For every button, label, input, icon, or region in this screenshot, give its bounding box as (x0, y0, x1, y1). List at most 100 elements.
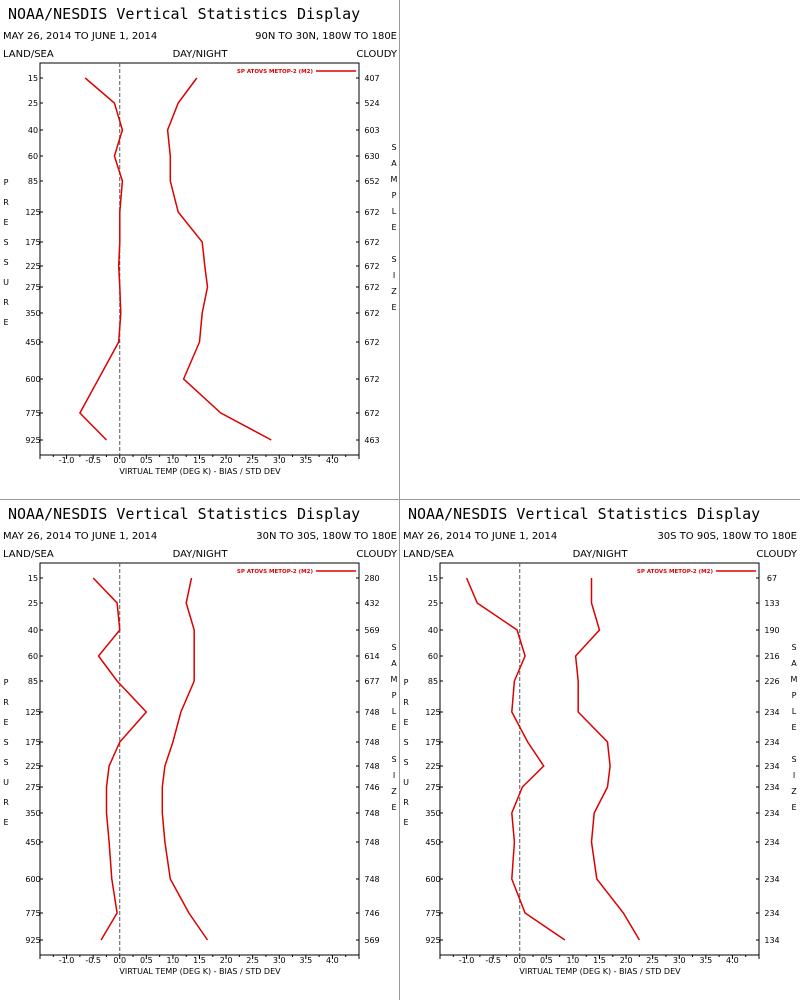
pressure-axis-letter: E (403, 718, 408, 727)
pressure-level-label: 60 (28, 652, 38, 661)
sample-size-label: 746 (364, 909, 379, 918)
pressure-axis-letter: P (4, 178, 9, 187)
chart-svg: NOAA/NESDIS Vertical Statistics Display M… (3, 5, 398, 476)
sample-size-label: 677 (364, 677, 379, 686)
sample-size-label: 603 (364, 126, 379, 135)
x-axis-label: VIRTUAL TEMP (DEG K) - BIAS / STD DEV (119, 967, 281, 976)
sample-axis-letter: L (392, 207, 397, 216)
sample-axis-letter: P (792, 691, 797, 700)
sample-size-label: 672 (364, 375, 379, 384)
pressure-level-label: 15 (28, 74, 38, 83)
sample-axis-letter: A (391, 159, 397, 168)
sample-size-label: 234 (764, 875, 779, 884)
sample-size-label: 133 (764, 599, 779, 608)
sample-axis-letter: E (791, 723, 796, 732)
pressure-level-label: 40 (28, 126, 38, 135)
x-tick-label: 1.5 (193, 456, 206, 465)
pressure-axis-letter: P (4, 678, 9, 687)
pressure-level-label: 350 (425, 809, 440, 818)
sample-size-label: 234 (764, 838, 779, 847)
pressure-level-label: 15 (428, 574, 438, 583)
sample-axis-letter: P (392, 191, 397, 200)
pressure-axis-letter: P (404, 678, 409, 687)
pressure-level-label: 225 (25, 762, 40, 771)
sample-axis-letter: L (792, 707, 797, 716)
x-tick-label: 3.5 (699, 956, 712, 965)
pressure-axis-letter: U (3, 778, 9, 787)
sample-size-label: 134 (764, 936, 779, 945)
cloudy-label: CLOUDY (756, 549, 798, 560)
pressure-level-label: 350 (25, 309, 40, 318)
pressure-axis-letter: S (3, 258, 8, 267)
legend-label: SP ATOVS METOP-2 (M2) (637, 569, 714, 575)
sample-size-label: 234 (764, 762, 779, 771)
sample-size-label: 234 (764, 909, 779, 918)
pressure-level-label: 60 (28, 152, 38, 161)
sample-size-label: 748 (364, 708, 379, 717)
plot-frame (39, 62, 360, 456)
pressure-level-label: 350 (25, 809, 40, 818)
cloudy-label: CLOUDY (356, 549, 398, 560)
pressure-axis-letter: R (3, 298, 9, 307)
region-label: 90N TO 30N, 180W TO 180E (255, 31, 397, 42)
sample-size-label: 630 (364, 152, 379, 161)
sample-axis-letter: M (391, 175, 398, 184)
sample-size-label: 226 (764, 677, 779, 686)
pressure-level-label: 600 (425, 875, 440, 884)
chart-title: NOAA/NESDIS Vertical Statistics Display (8, 5, 360, 23)
sample-size-label: 748 (364, 738, 379, 747)
sample-size-label: 748 (364, 809, 379, 818)
stats-panel-tropics: NOAA/NESDIS Vertical Statistics Display M… (0, 500, 400, 1000)
sample-axis-letter: E (391, 803, 396, 812)
series-line-std-dev (574, 578, 641, 941)
sample-size-label: 463 (364, 436, 379, 445)
x-tick-label: 0.5 (540, 956, 553, 965)
sample-axis-letter: I (393, 771, 395, 780)
pressure-axis-letter: E (3, 818, 8, 827)
pressure-level-label: 600 (25, 375, 40, 384)
cloudy-label: CLOUDY (356, 49, 398, 60)
sample-size-label: 234 (764, 708, 779, 717)
pressure-level-label: 175 (425, 738, 440, 747)
pressure-level-label: 85 (28, 177, 38, 186)
sample-axis-letter: A (391, 659, 397, 668)
pressure-axis-letter: R (403, 798, 409, 807)
legend-label: SP ATOVS METOP-2 (M2) (237, 69, 314, 75)
pressure-level-label: 775 (25, 909, 40, 918)
sample-axis-letter: M (391, 675, 398, 684)
sample-size-label: 672 (364, 208, 379, 217)
pressure-level-label: 40 (428, 626, 438, 635)
x-tick-label: -0.5 (485, 956, 501, 965)
x-tick-label: 0.0 (113, 456, 126, 465)
pressure-level-label: 85 (28, 677, 38, 686)
x-tick-label: 1.0 (167, 956, 180, 965)
sample-axis-letter: L (392, 707, 397, 716)
pressure-level-label: 275 (425, 783, 440, 792)
x-tick-label: -1.0 (459, 956, 475, 965)
land-sea-label: LAND/SEA (403, 549, 454, 560)
pressure-level-label: 175 (25, 738, 40, 747)
x-axis-label: VIRTUAL TEMP (DEG K) - BIAS / STD DEV (119, 467, 281, 476)
day-night-label: DAY/NIGHT (173, 549, 229, 560)
series-line-bias (465, 577, 566, 941)
x-tick-label: 1.0 (167, 456, 180, 465)
series-line-bias (92, 577, 148, 941)
pressure-level-label: 450 (425, 838, 440, 847)
sample-size-label: 748 (364, 875, 379, 884)
pressure-level-label: 925 (25, 436, 40, 445)
pressure-level-label: 775 (425, 909, 440, 918)
x-tick-label: 0.5 (140, 456, 153, 465)
stats-panel-north: NOAA/NESDIS Vertical Statistics Display M… (0, 0, 400, 500)
pressure-axis-letter: S (3, 758, 8, 767)
land-sea-label: LAND/SEA (3, 549, 54, 560)
sample-axis-letter: I (393, 271, 395, 280)
pressure-axis-letter: E (3, 718, 8, 727)
sample-size-label: 748 (364, 838, 379, 847)
pressure-level-label: 175 (25, 238, 40, 247)
pressure-level-label: 275 (25, 783, 40, 792)
date-range: MAY 26, 2014 TO JUNE 1, 2014 (3, 31, 157, 42)
series-line-bias (78, 77, 124, 441)
region-label: 30N TO 30S, 180W TO 180E (256, 531, 397, 542)
x-tick-label: 2.0 (620, 956, 633, 965)
x-tick-label: -1.0 (59, 456, 75, 465)
